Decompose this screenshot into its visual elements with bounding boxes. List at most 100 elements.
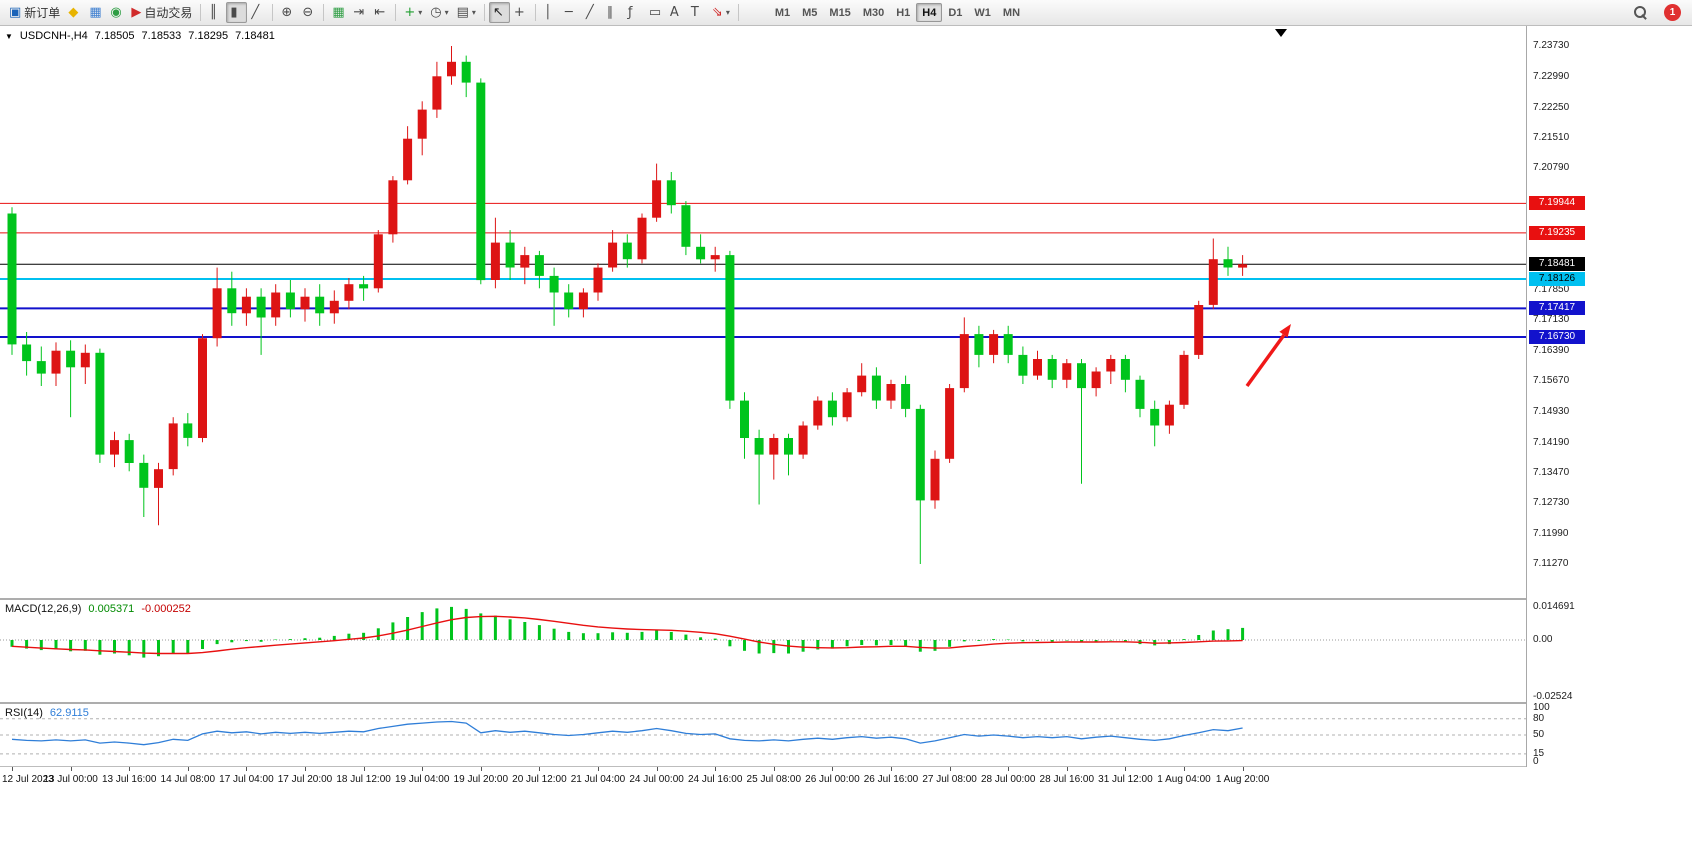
candle-down	[1120, 359, 1130, 380]
macd-chart[interactable]	[0, 600, 1526, 702]
horizontal-line-button[interactable]: ─	[561, 2, 582, 23]
candle-down	[505, 242, 515, 268]
chart-window-icon: ▦	[89, 5, 102, 20]
arrows-button[interactable]: ⇘ ▾	[708, 2, 734, 23]
candle-up	[110, 440, 119, 455]
time-axis-label: 31 Jul 12:00	[1098, 774, 1153, 785]
price-axis[interactable]: 7.23730 7.22990 7.22250 7.21510 7.20790 7.178…	[1526, 26, 1587, 767]
candle-up	[1164, 404, 1174, 426]
time-axis-tick	[773, 767, 775, 771]
candle-up	[1091, 371, 1101, 389]
price-badge: 7.19944	[1529, 196, 1585, 211]
tile-windows-icon: ▦	[332, 5, 345, 20]
chart-shift-marker-icon[interactable]	[1275, 29, 1287, 37]
time-axis-label: 24 Jul 16:00	[687, 774, 743, 785]
candle-down	[36, 361, 46, 374]
time-axis-tick	[715, 767, 717, 771]
fibonacci-icon: ƒ	[627, 5, 633, 20]
high-value: 7.18533	[141, 30, 182, 42]
tile-windows-button[interactable]: ▦	[328, 2, 349, 23]
timeframe-d1[interactable]: D1	[948, 6, 963, 19]
candle-up	[1106, 359, 1116, 372]
new-order-button[interactable]: ▣ 新订单	[5, 2, 64, 23]
time-axis-tick	[1242, 767, 1244, 771]
chart-window-button[interactable]: ▦	[85, 2, 106, 23]
shapes-button[interactable]: ▭	[645, 2, 666, 23]
pane-separator[interactable]	[0, 702, 1587, 704]
arrow-annotation[interactable]	[1245, 333, 1286, 388]
price-axis-label: 7.11270	[1533, 558, 1569, 569]
candle-down	[725, 255, 735, 401]
time-axis[interactable]: 12 Jul 2023 13 Jul 00:00 13 Jul 16:00 14 Ju…	[0, 767, 1587, 791]
autotrading-button[interactable]: ▶ 自动交易	[127, 2, 196, 23]
timeframe-m1[interactable]: M1	[774, 6, 791, 19]
timeframe-mn[interactable]: MN	[1002, 6, 1021, 19]
candlestick-chart[interactable]	[0, 26, 1526, 598]
rsi-line	[11, 720, 1243, 746]
time-axis-tick	[1184, 767, 1185, 771]
cursor-icon: ↖	[492, 5, 504, 20]
clock-icon: ◷	[430, 5, 442, 20]
candlestick-icon: ▮	[230, 5, 238, 20]
price-axis-label: 7.17850	[1533, 284, 1570, 296]
channel-button[interactable]: ∥	[603, 2, 624, 23]
pane-separator[interactable]	[0, 598, 1587, 600]
line-chart-button[interactable]: ╱	[247, 2, 268, 23]
rsi-pane[interactable]: RSI(14) 62.9115	[0, 704, 1526, 766]
metaeditor-button[interactable]: ◆	[64, 2, 85, 23]
timeframe-h1[interactable]: H1	[896, 6, 911, 19]
text-button[interactable]: A	[666, 2, 687, 23]
data-window-button[interactable]: ◉	[106, 2, 127, 23]
zoom-in-button[interactable]: ⊕	[277, 2, 298, 23]
time-axis-label: 13 Jul 00:00	[43, 774, 98, 785]
timeframe-m30[interactable]: M30	[862, 6, 885, 19]
time-axis-label: 26 Jul 16:00	[863, 774, 919, 785]
notification-badge[interactable]: 1	[1664, 4, 1681, 21]
macd-pane[interactable]: MACD(12,26,9) 0.005371 -0.000252	[0, 600, 1526, 702]
price-axis-label: 7.14930	[1533, 405, 1570, 417]
candle-up	[945, 388, 955, 459]
fibonacci-button[interactable]: ƒ	[624, 2, 645, 23]
time-axis-label: 19 Jul 04:00	[394, 774, 450, 785]
cursor-button[interactable]: ↖	[488, 2, 510, 23]
timeframe-m15[interactable]: M15	[829, 6, 851, 19]
candle-down	[256, 296, 266, 318]
chart-shift-button[interactable]: ⇤	[370, 2, 391, 23]
templates-button[interactable]: ▤ ▾	[453, 2, 480, 23]
zoom-out-button[interactable]: ⊖	[298, 2, 319, 23]
chart-window[interactable]: ▼ USDCNH-,H4 7.18505 7.18533 7.18295 7.1…	[0, 26, 1587, 791]
timeframe-w1[interactable]: W1	[974, 6, 991, 19]
chart-dropdown-icon[interactable]: ▼	[5, 31, 13, 41]
indicators-button[interactable]: + ▾	[400, 2, 426, 23]
time-axis-label: 26 Jul 00:00	[805, 774, 860, 785]
price-axis-label: 7.14190	[1533, 436, 1570, 448]
crosshair-button[interactable]: +	[510, 2, 531, 23]
periods-button[interactable]: ◷ ▾	[426, 2, 452, 23]
candle-up	[1238, 264, 1248, 268]
auto-scroll-button[interactable]: ⇥	[349, 2, 370, 23]
candle-down	[740, 400, 749, 438]
timeframe-m5[interactable]: M5	[802, 6, 818, 19]
time-axis-tick	[539, 767, 541, 771]
text-label-button[interactable]: T	[687, 2, 708, 23]
candle-down	[1077, 363, 1086, 389]
price-badge: 7.19235	[1529, 225, 1585, 240]
timeframe-h4[interactable]: H4	[916, 3, 943, 22]
time-axis-tick	[832, 767, 834, 771]
rsi-chart[interactable]	[0, 704, 1526, 766]
price-axis-label: 7.23730	[1533, 40, 1570, 51]
bid-price-badge: 7.18481	[1529, 257, 1585, 272]
search-icon[interactable]	[1634, 5, 1648, 20]
trendline-button[interactable]: ╱	[582, 2, 603, 23]
price-chart-pane[interactable]: ▼ USDCNH-,H4 7.18505 7.18533 7.18295 7.1…	[0, 26, 1526, 598]
candle-down	[139, 462, 149, 488]
macd-axis-label: 0.00	[1533, 634, 1553, 645]
toolbar-separator	[272, 4, 274, 21]
bar-chart-button[interactable]: ║	[205, 2, 226, 23]
vertical-line-button[interactable]: │	[540, 2, 561, 23]
time-axis-tick	[656, 767, 658, 771]
candlestick-button[interactable]: ▮	[226, 2, 248, 23]
time-axis-tick	[305, 767, 306, 771]
candle-up	[798, 425, 808, 455]
